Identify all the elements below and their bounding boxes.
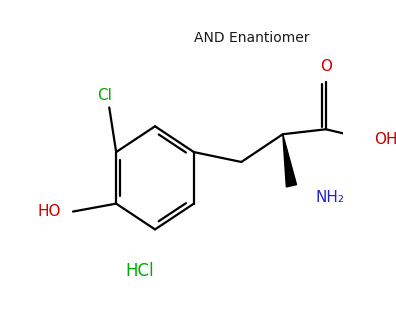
Text: HO: HO <box>37 204 61 219</box>
Text: NH₂: NH₂ <box>316 190 345 205</box>
Text: AND Enantiomer: AND Enantiomer <box>194 31 309 45</box>
Text: HCl: HCl <box>125 262 154 280</box>
Text: Cl: Cl <box>97 88 112 102</box>
Text: O: O <box>320 59 332 74</box>
Text: OH: OH <box>374 132 396 147</box>
Polygon shape <box>283 134 297 187</box>
